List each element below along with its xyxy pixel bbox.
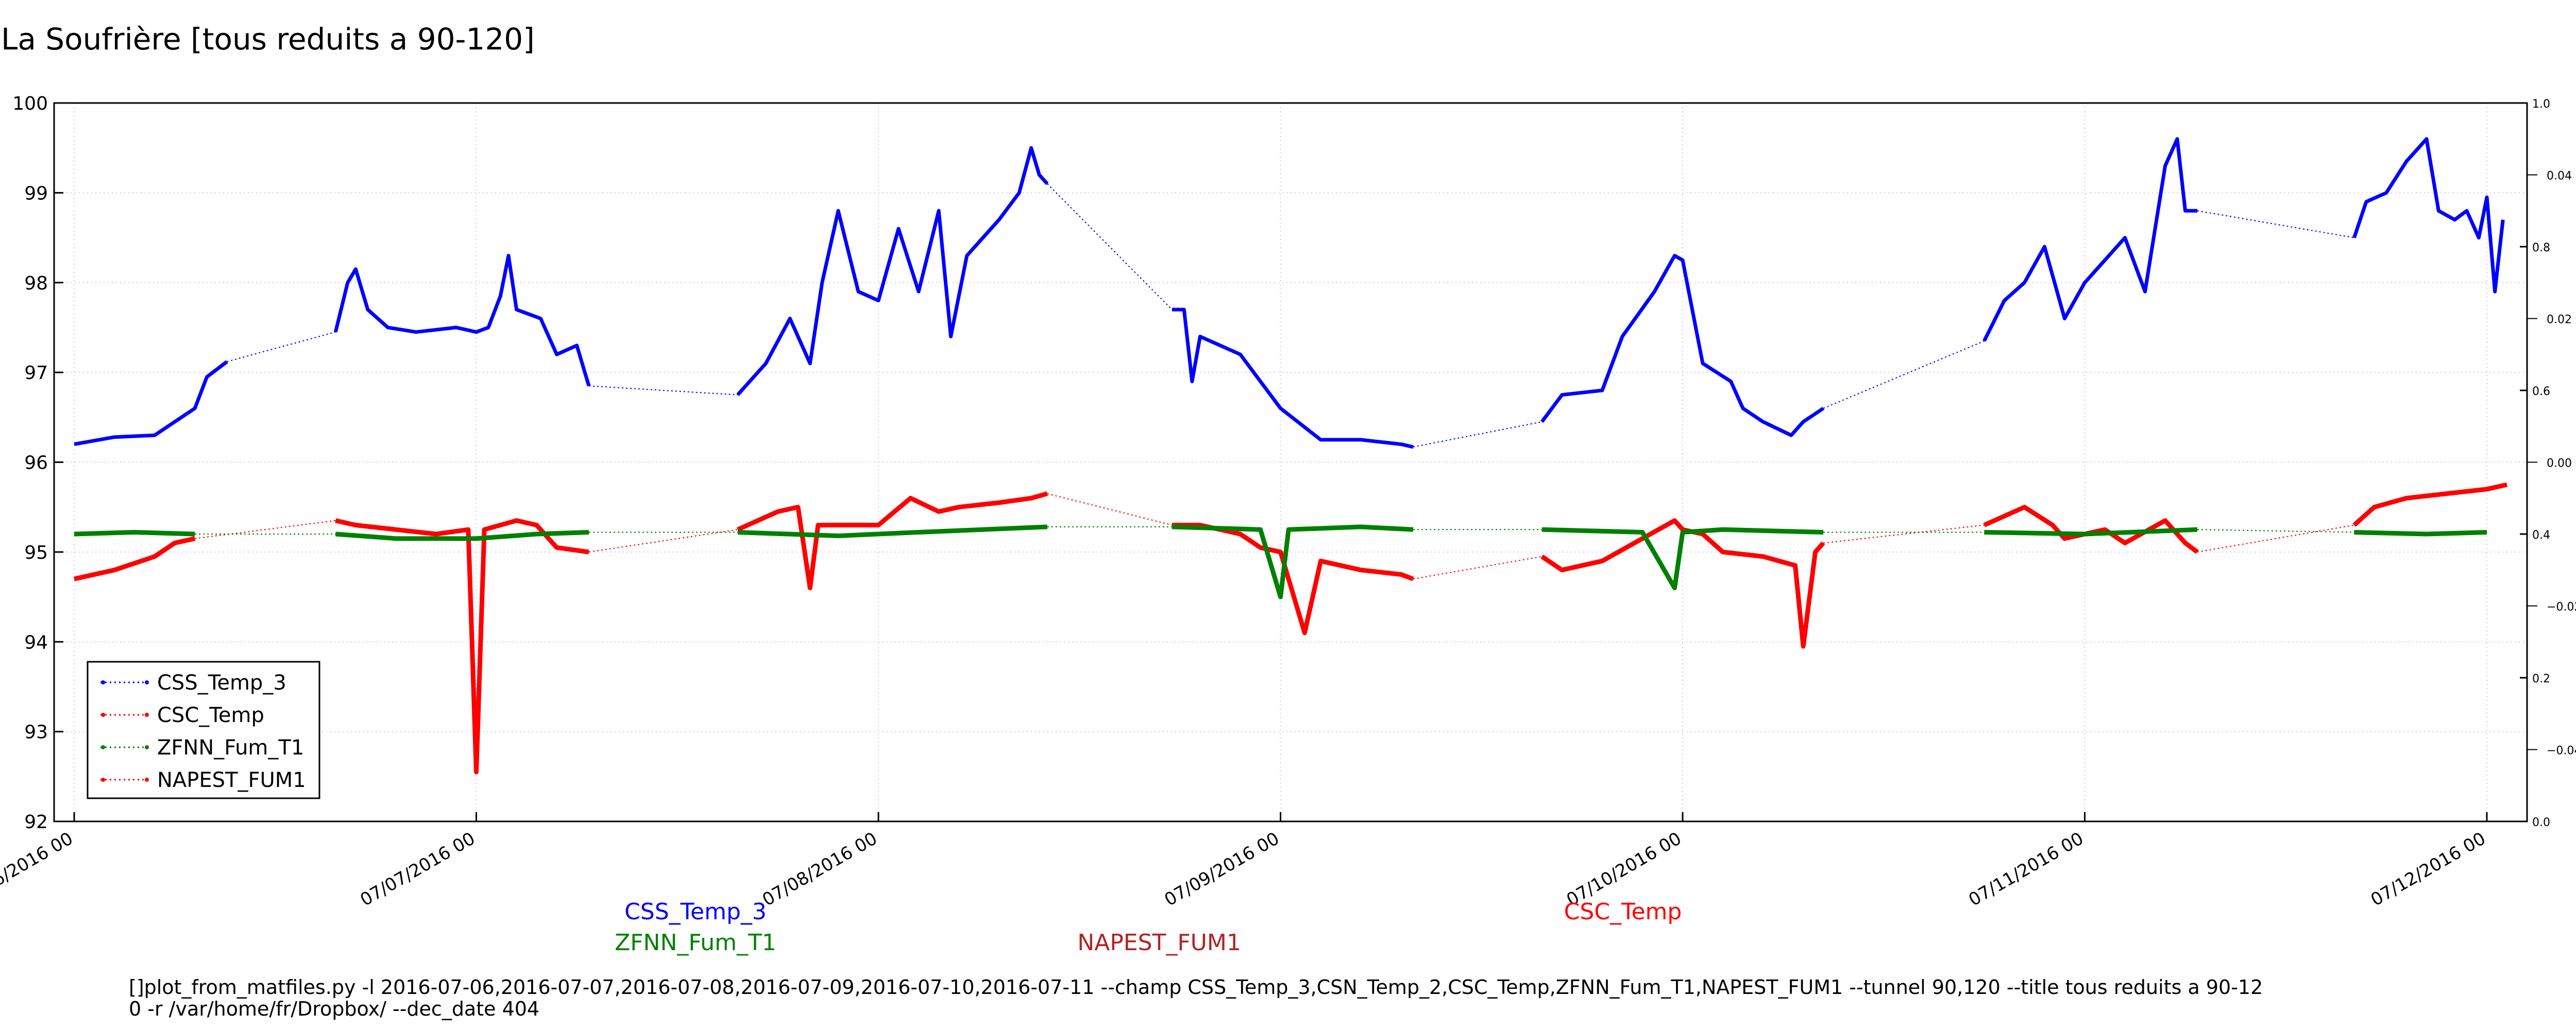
series-gap-connector <box>2197 529 2354 533</box>
series-segment <box>1982 137 2197 342</box>
series-segment <box>1984 527 2198 537</box>
legend-marker <box>145 713 149 717</box>
y-tick-label: 96 <box>24 453 48 474</box>
series-gap-connector <box>1047 493 1173 526</box>
legend-marker <box>101 713 105 717</box>
x-tick-label: 06/2016 00 <box>0 828 77 896</box>
series-gap-connector <box>1047 183 1173 310</box>
legend: CSS_Temp_3 CSC_Temp ZFNN_Fum_T1 NAPEST_FUM1 <box>87 661 320 799</box>
x-tick-label: 07/08/2016 00 <box>759 828 881 911</box>
series-gap-connector <box>1413 421 1542 448</box>
right-tick-label: 0.4 <box>2532 529 2550 542</box>
x-tick-label: 07/09/2016 00 <box>1161 828 1283 911</box>
series-gap-connector <box>1413 556 1542 580</box>
series-segment <box>736 146 1049 397</box>
legend-marker <box>145 680 149 684</box>
series-segment <box>2352 137 2505 294</box>
grid-lines <box>54 102 2527 822</box>
y-tick-label: 92 <box>24 812 48 833</box>
legend-label: NAPEST_FUM1 <box>157 768 306 792</box>
series-css-temp-3 <box>74 137 2505 449</box>
x-tick-label: 07/12/2016 00 <box>2367 828 2489 911</box>
y-tick-label: 94 <box>24 632 48 653</box>
y-tick-label: 100 <box>12 93 48 114</box>
annotation-napest-fum1: NAPEST_FUM1 <box>1077 930 1241 956</box>
series-segment <box>1172 307 1414 449</box>
y-tick-label: 98 <box>24 273 48 294</box>
y-tick-label: 93 <box>24 722 48 743</box>
annotation-csc-temp: CSC_Temp <box>1564 899 1682 925</box>
annotation-css-temp-3: CSS_Temp_3 <box>624 899 767 925</box>
legend-marker <box>101 745 105 749</box>
right-tick-label-b: 0.02 <box>2547 314 2572 327</box>
series-layer <box>74 137 2507 775</box>
command-line-2: 0 -r /var/home/fr/Dropbox/ --dec_date 40… <box>129 998 540 1020</box>
y-tick-label: 95 <box>24 542 48 563</box>
series-segment <box>736 491 1048 591</box>
page-title: La Soufrière [tous reduits a 90-120] <box>1 22 535 57</box>
legend-label: CSC_Temp <box>157 703 264 727</box>
series-segment <box>1172 524 1414 599</box>
right-tick-label-b: 0.00 <box>2547 457 2572 470</box>
series-gap-connector <box>195 520 336 539</box>
series-segment <box>1540 518 1825 649</box>
legend-marker <box>145 745 149 749</box>
series-segment <box>1541 527 1824 591</box>
series-zfnn-fum-t1 <box>74 524 2487 599</box>
series-segment <box>335 530 589 541</box>
annotation-zfnn-fum-t1: ZFNN_Fum_T1 <box>615 930 776 956</box>
y-axis: 92 93 94 95 96 97 98 99 100 <box>12 93 63 833</box>
series-segment <box>74 530 195 537</box>
legend-marker <box>101 680 105 684</box>
right-tick-label: 0.6 <box>2532 385 2550 398</box>
right-tick-label: 0.0 <box>2532 816 2550 829</box>
series-segment <box>333 253 591 387</box>
right-tick-label-b: −0.04 <box>2547 745 2576 758</box>
series-gap-connector <box>1823 340 1985 409</box>
series-segment <box>2352 482 2507 527</box>
series-segment <box>1172 523 1414 636</box>
series-gap-connector <box>2197 210 2354 238</box>
series-segment <box>1540 253 1825 437</box>
series-segment <box>737 524 1047 538</box>
right-tick-label: 0.8 <box>2532 242 2550 254</box>
series-gap-connector <box>588 385 738 396</box>
series-segment <box>1983 505 2199 554</box>
x-tick-label: 07/07/2016 00 <box>357 828 479 911</box>
series-segment <box>2354 530 2487 537</box>
legend-marker <box>145 778 149 782</box>
legend-label: ZFNN_Fum_T1 <box>157 736 304 760</box>
right-axis: 0.0 0.2 0.4 0.6 0.8 1.0 0.04 0.02 0.00 −0.02 −0.04 <box>2520 98 2576 829</box>
x-tick-label: 07/11/2016 00 <box>1965 828 2087 911</box>
y-tick-label: 97 <box>24 363 48 384</box>
series-gap-connector <box>2197 524 2354 553</box>
right-tick-label: 0.2 <box>2532 673 2550 685</box>
series-gap-connector <box>227 331 336 363</box>
series-segment <box>335 518 589 775</box>
x-axis: 06/2016 00 07/07/2016 00 07/08/2016 00 07/0… <box>0 812 2489 911</box>
legend-box <box>87 661 320 799</box>
right-tick-label-b: 0.04 <box>2547 170 2572 183</box>
series-segment <box>74 360 228 447</box>
series-gap-connector <box>588 529 738 553</box>
command-line-1: []plot_from_matfiles.py -l 2016-07-06,20… <box>129 976 2263 999</box>
legend-marker <box>101 778 105 782</box>
right-tick-label-b: −0.02 <box>2547 601 2576 614</box>
series-segment <box>74 536 196 581</box>
right-tick-label: 1.0 <box>2532 98 2550 111</box>
y-tick-label: 99 <box>24 183 48 204</box>
x-tick-label: 07/10/2016 00 <box>1563 828 1685 911</box>
series-gap-connector <box>1823 524 1985 544</box>
legend-label: CSS_Temp_3 <box>157 671 286 695</box>
